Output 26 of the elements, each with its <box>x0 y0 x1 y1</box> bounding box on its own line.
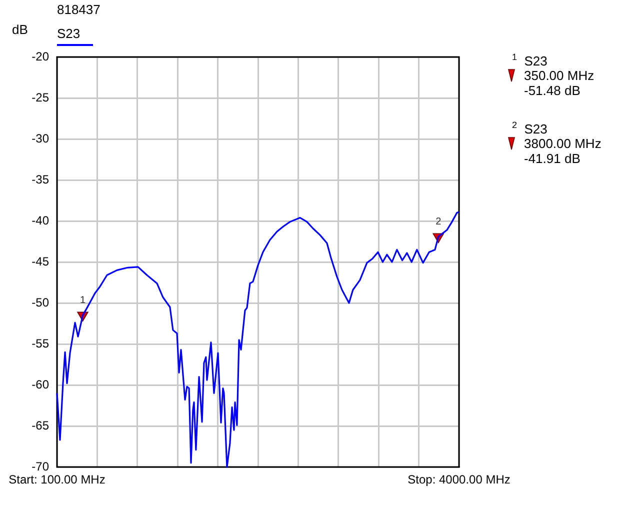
text: 3800.00 MHz <box>524 136 602 152</box>
text: -51.48 dB <box>524 83 582 98</box>
text: S23 <box>57 26 93 46</box>
y-tick-label: -55 <box>32 336 50 350</box>
text: -41.91 dB <box>524 151 582 166</box>
y-tick-label: -65 <box>32 418 50 432</box>
annotation: 1 <box>80 295 86 306</box>
text: S23 <box>524 53 548 68</box>
y-tick-label: -60 <box>32 377 50 392</box>
text: 350.00 MHz <box>524 68 594 84</box>
y-tick-label: -35 <box>32 172 50 186</box>
y-axis-title: dB <box>12 22 28 37</box>
text: S23 <box>524 121 548 136</box>
chart-title: 818437 <box>57 2 100 17</box>
x-tick-label: Start: 100.00 MHz <box>8 472 106 487</box>
y-tick-label: -20 <box>32 49 50 64</box>
y-tick-label: -30 <box>32 131 50 146</box>
y-tick-label: -70 <box>32 459 50 474</box>
y-tick-label: -40 <box>32 213 50 228</box>
x-tick-label: Stop: 4000.00 MHz <box>408 472 510 487</box>
y-tick-label: -45 <box>32 254 50 268</box>
text: 2 <box>512 120 518 130</box>
y-tick-label: -25 <box>32 90 50 104</box>
text: 1 <box>512 52 518 62</box>
y-tick-label: -50 <box>32 295 50 310</box>
annotation: 2 <box>436 216 442 228</box>
